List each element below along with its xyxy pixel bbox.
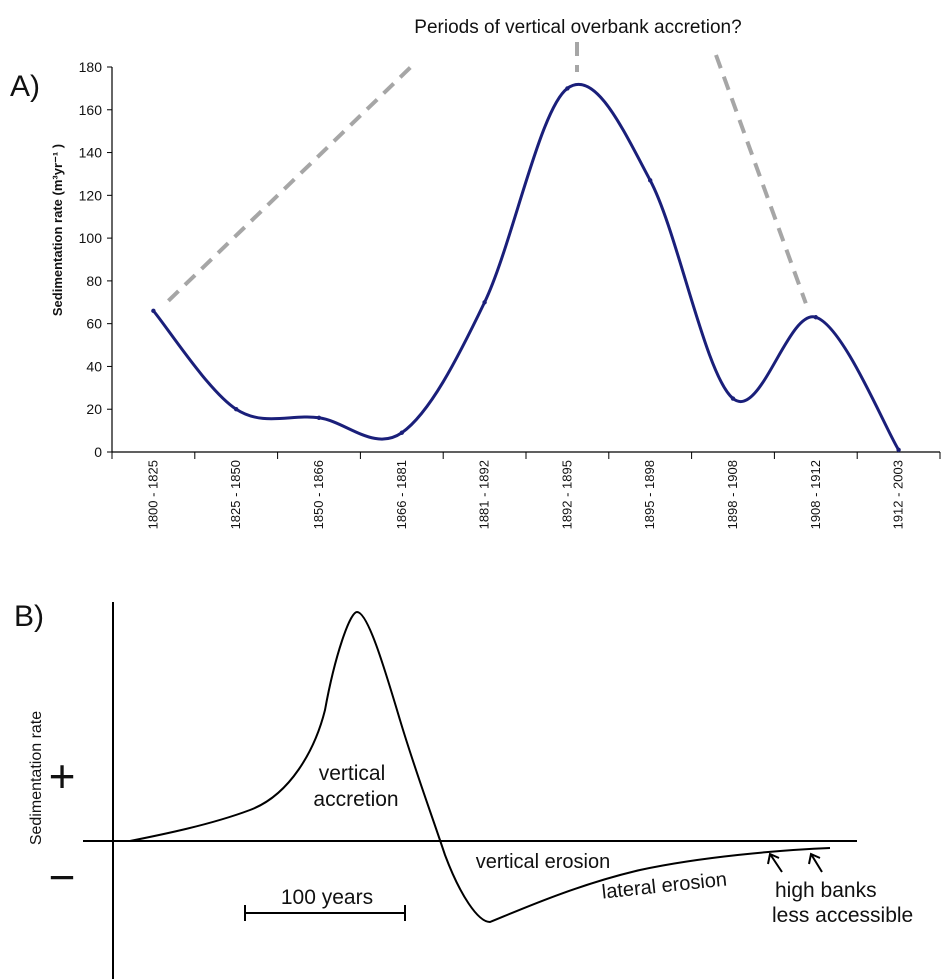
panel-a-label: A) xyxy=(10,70,40,103)
data-point xyxy=(813,315,818,320)
panel-b-label: B) xyxy=(14,600,44,633)
x-tick-label: 1895 - 1898 xyxy=(642,460,657,529)
label-vertical: vertical xyxy=(319,762,386,785)
arrow-icon-1 xyxy=(767,852,783,873)
arrow-icon-2 xyxy=(808,852,823,873)
sedimentation-rate-line xyxy=(152,82,900,451)
data-point xyxy=(234,407,239,412)
y-tick-label: 140 xyxy=(79,145,103,161)
y-tick-label: 180 xyxy=(79,59,103,75)
conceptual-curve xyxy=(129,610,831,924)
y-tick-label: 0 xyxy=(94,444,102,460)
x-tick-label: 1912 - 2003 xyxy=(891,460,906,529)
label-accretion: accretion xyxy=(313,788,398,811)
y-tick-label: 20 xyxy=(86,401,102,417)
data-point xyxy=(151,308,156,314)
data-point xyxy=(730,396,736,401)
x-tick-label: 1825 - 1850 xyxy=(228,460,243,529)
x-tick-label: 1908 - 1912 xyxy=(808,460,823,529)
x-tick-label: 1898 - 1908 xyxy=(725,460,740,529)
chart-b-ylabel: Sedimentation rate xyxy=(28,711,45,845)
accretion-guide-3 xyxy=(714,54,808,304)
label-vertical-erosion: vertical erosion xyxy=(476,851,611,873)
chart-b: Sedimentation rate + − vertical accretio… xyxy=(28,602,913,979)
chart-a-ticks: 0 20 40 60 80 100 120 140 160 180 1800 - 1825 1825 … xyxy=(79,59,941,529)
data-point xyxy=(565,86,570,91)
chart-a-axes xyxy=(111,67,940,453)
accretion-guide-1 xyxy=(167,61,417,303)
scale-bar-label: 100 years xyxy=(281,886,373,909)
y-tick-label: 120 xyxy=(79,187,103,203)
chart-a-ylabel: Sedimentation rate (m³yr⁻¹ ) xyxy=(50,144,65,316)
chart-a: Periods of vertical overbank accretion? … xyxy=(50,17,941,529)
minus-sign: − xyxy=(49,851,76,903)
label-high-banks: high banks xyxy=(775,879,877,902)
scale-bar xyxy=(244,905,406,921)
y-tick-label: 60 xyxy=(86,316,102,332)
data-point xyxy=(648,178,653,183)
chart-a-series xyxy=(151,82,901,453)
label-less-accessible: less accessible xyxy=(772,904,913,927)
x-tick-label: 1850 - 1866 xyxy=(311,460,326,529)
label-lateral-erosion: lateral erosion xyxy=(601,869,728,904)
y-tick-label: 160 xyxy=(79,102,103,118)
x-tick-label: 1866 - 1881 xyxy=(394,460,409,529)
x-tick-label: 1892 - 1895 xyxy=(559,460,574,529)
data-point xyxy=(316,415,322,420)
data-point xyxy=(399,430,404,435)
x-tick-label: 1800 - 1825 xyxy=(145,460,160,529)
y-tick-label: 80 xyxy=(86,273,102,289)
data-point xyxy=(482,300,487,305)
top-annotation: Periods of vertical overbank accretion? xyxy=(414,17,741,38)
y-tick-label: 40 xyxy=(86,358,102,374)
y-tick-label: 100 xyxy=(79,230,103,246)
accretion-guides xyxy=(167,42,808,304)
data-point xyxy=(896,447,901,453)
plus-sign: + xyxy=(49,750,76,802)
x-tick-label: 1881 - 1892 xyxy=(477,460,492,529)
